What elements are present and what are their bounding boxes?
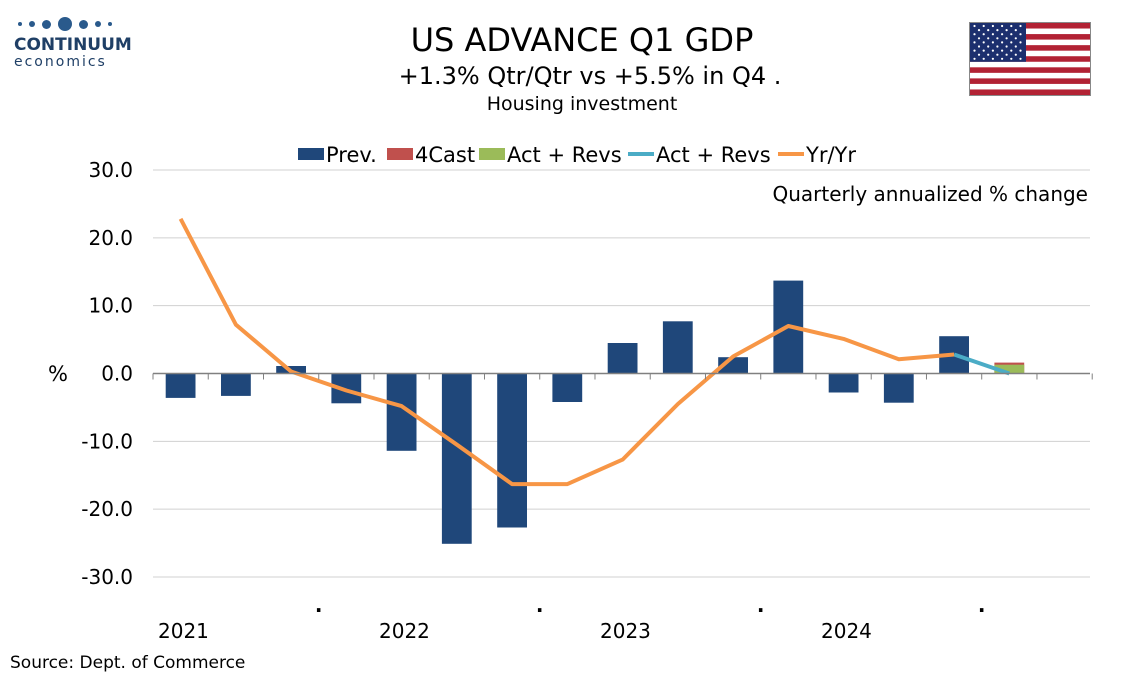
legend-swatch xyxy=(387,148,413,160)
x-tick-label: 2021 xyxy=(158,619,209,643)
y-tick-label: 30.0 xyxy=(88,158,133,182)
x-tick-label: 2023 xyxy=(600,619,651,643)
x-tick-label: 2022 xyxy=(379,619,430,643)
bar-prev--2022q2 xyxy=(441,373,472,544)
continuum-logo: CONTINUUM economics xyxy=(14,14,134,70)
series-line-act-revs xyxy=(953,352,1010,376)
legend-label: 4Cast xyxy=(415,143,475,167)
logo-name: CONTINUUM xyxy=(14,35,132,55)
x-tick-label: . xyxy=(978,593,986,617)
bar-prev--2023q2 xyxy=(662,321,693,374)
logo-sub: economics xyxy=(14,54,107,70)
x-tick-label: . xyxy=(757,593,765,617)
y-axis-label: % xyxy=(48,362,68,386)
y-tick-label: 10.0 xyxy=(88,294,133,318)
bar-prev--2021q1 xyxy=(165,373,196,398)
legend-swatch xyxy=(479,148,505,160)
chart-subtitle: +1.3% Qtr/Qtr vs +5.5% in Q4 . xyxy=(398,62,782,90)
chart-title: US ADVANCE Q1 GDP xyxy=(410,21,754,59)
y-tick-label: -30.0 xyxy=(81,565,133,589)
legend-label: Prev. xyxy=(326,143,377,167)
bar-prev--2024q1 xyxy=(828,373,859,393)
bar-prev--2021q2 xyxy=(221,373,251,396)
x-tick-label: 2024 xyxy=(821,619,872,643)
source-note: Source: Dept. of Commerce xyxy=(10,653,246,673)
legend-swatch xyxy=(298,148,324,160)
bar-prev--2023q1 xyxy=(607,343,638,374)
us-flag-icon xyxy=(969,22,1091,96)
chart-annotation: Quarterly annualized % change xyxy=(773,182,1089,206)
y-tick-label: -20.0 xyxy=(81,497,133,521)
bar-prev--2022q4 xyxy=(552,373,583,402)
y-tick-label: 0.0 xyxy=(101,362,133,386)
x-tick-label: . xyxy=(536,593,544,617)
x-tick-label: . xyxy=(315,593,323,617)
y-tick-label: 20.0 xyxy=(88,226,133,250)
logo-dots-icon xyxy=(18,14,134,34)
series-line-yr-yr xyxy=(178,217,955,487)
legend-label: Act + Revs xyxy=(507,143,622,167)
chart-subtitle-secondary: Housing investment xyxy=(486,93,678,115)
bar-act-revs-2024q4 xyxy=(994,364,1025,374)
bar-prev--2022q3 xyxy=(497,373,527,528)
y-tick-label: -10.0 xyxy=(81,429,133,453)
legend-label: Act + Revs xyxy=(656,143,771,167)
legend-label: Yr/Yr xyxy=(805,143,856,167)
bar-prev--2024q2 xyxy=(883,373,914,403)
